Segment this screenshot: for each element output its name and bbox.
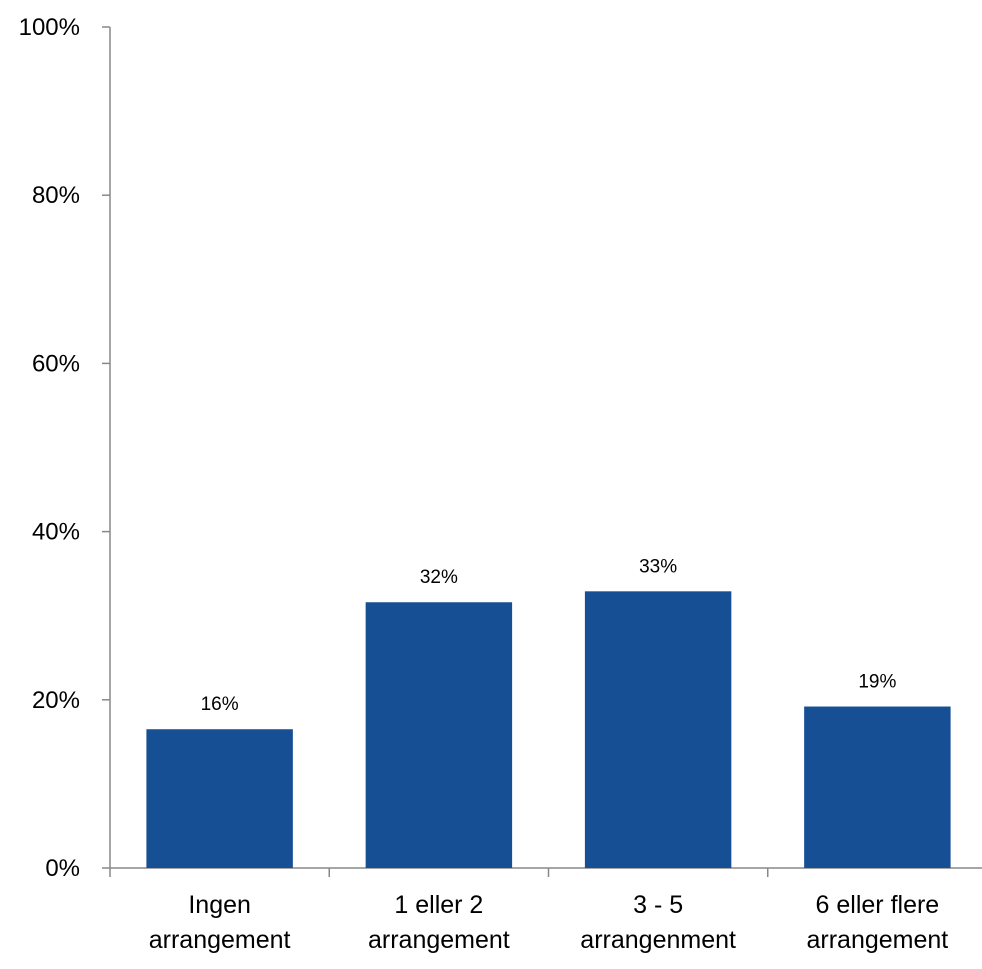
bars [146,591,951,868]
x-category-label: arrangenment [580,926,736,954]
bar [146,729,293,868]
y-tick-label: 40% [32,519,80,546]
x-category-label: arrangement [149,926,291,954]
x-category-label: 1 eller 2 [394,891,483,919]
bar [365,602,513,868]
y-tick-label: 100% [19,14,80,41]
x-category-label: arrangement [368,926,510,954]
bar-data-label: 16% [201,694,239,715]
bar-data-label: 19% [858,672,896,693]
y-tick-label: 20% [32,687,80,714]
y-axis: 0% 20% 40% 60% 80% 100% [19,14,111,882]
bar [584,591,732,868]
y-tick-label: 60% [32,350,80,377]
y-tick-label: 80% [32,182,80,209]
x-axis: Ingen arrangement 1 eller 2 arrangement 3 - … [109,867,982,954]
data-labels: 16% 32% 33% 19% [201,556,897,715]
x-category-label: 3 - 5 [633,891,683,919]
x-category-label: arrangement [807,926,949,954]
x-category-label: Ingen [188,891,251,919]
bar [804,706,951,868]
y-tick-label: 0% [45,855,80,882]
bar-data-label: 33% [639,556,677,577]
x-category-label: 6 eller flere [816,891,940,919]
bar-data-label: 32% [420,567,458,588]
